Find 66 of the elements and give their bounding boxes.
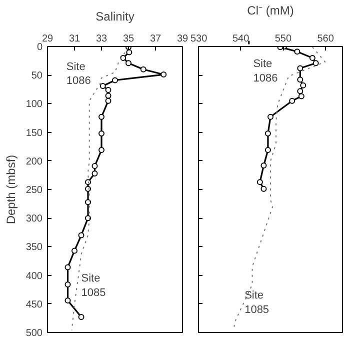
point — [264, 130, 271, 136]
y-tick-label: 400 — [26, 270, 43, 282]
x-tick-label: 530 — [190, 34, 208, 44]
point — [297, 88, 304, 94]
y-tick-label: 150 — [26, 128, 43, 139]
x-axis-title: Salinity — [96, 10, 134, 24]
y-tick-label: 500 — [26, 328, 43, 339]
point — [264, 147, 271, 154]
y-tick-label: 50 — [31, 70, 43, 82]
point — [297, 76, 304, 83]
x-tick-label: 560 — [317, 34, 334, 44]
y-tick-label: 0 — [36, 42, 43, 53]
point — [98, 130, 104, 136]
point — [85, 215, 91, 222]
point — [120, 54, 126, 61]
x-tick-label: 33 — [96, 34, 108, 44]
annotation: Site 1086 — [253, 58, 278, 84]
point — [289, 98, 296, 104]
point — [309, 54, 316, 61]
y-tick-label: 350 — [26, 242, 43, 254]
y-axis-title: Depth (mbsf) — [4, 154, 18, 224]
point — [112, 77, 118, 84]
point — [294, 48, 300, 55]
y-tick-label: 100 — [26, 99, 43, 110]
point — [105, 98, 112, 104]
annotation: Site 1085 — [244, 290, 270, 316]
point — [140, 66, 146, 72]
point — [98, 147, 104, 154]
point — [72, 248, 78, 254]
x-tick-label: 37 — [150, 34, 162, 44]
point — [256, 179, 263, 186]
x-tick-label: 39 — [176, 34, 188, 44]
point — [92, 163, 98, 170]
y-tick-label: 250 — [26, 185, 43, 196]
y-tick-label: 450 — [26, 299, 43, 310]
x-tick-label: 540 — [232, 34, 250, 44]
point — [64, 281, 71, 288]
point — [64, 264, 71, 270]
point — [126, 60, 132, 66]
annotation: Site 1085 — [81, 272, 106, 299]
y-tick-label: 300 — [26, 214, 43, 225]
y-tick-label: 200 — [26, 156, 43, 168]
point — [268, 114, 274, 120]
x-axis-title: Cl⁻ (mM) — [247, 4, 294, 18]
point — [298, 93, 304, 100]
point — [100, 82, 106, 89]
point — [78, 314, 84, 320]
x-tick-label: 29 — [42, 34, 54, 44]
point — [105, 86, 112, 93]
point — [64, 297, 71, 304]
point — [85, 199, 91, 206]
point — [297, 65, 304, 72]
point — [160, 72, 167, 78]
point — [98, 114, 104, 120]
x-tick-label: 31 — [68, 34, 80, 44]
annotation: Site 1086 — [66, 60, 91, 88]
point — [300, 82, 306, 88]
x-tick-label: 550 — [274, 34, 292, 44]
point — [126, 49, 132, 56]
point — [312, 60, 319, 66]
point — [78, 232, 84, 238]
point — [105, 92, 112, 99]
x-tick-label: 35 — [122, 34, 134, 44]
point — [260, 186, 267, 192]
point — [92, 170, 98, 176]
point — [260, 162, 267, 168]
